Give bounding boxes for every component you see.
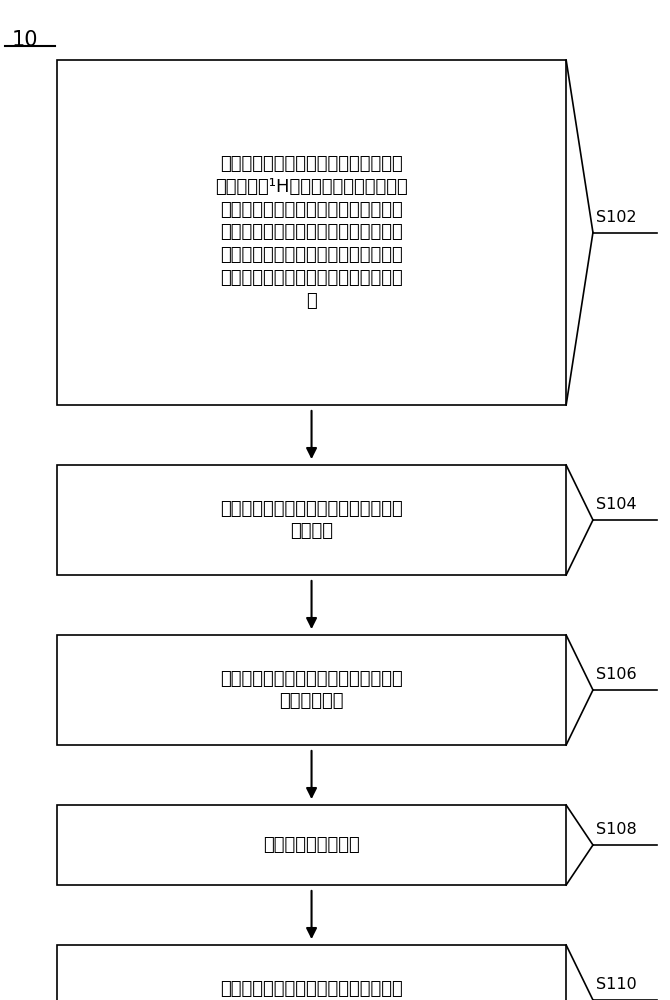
Text: S108: S108 — [596, 822, 637, 837]
Text: S106: S106 — [596, 667, 637, 682]
Text: 获取散射中子的信息: 获取散射中子的信息 — [263, 836, 360, 854]
Text: 获取电子在电场作用下到达预定位置的
响应信号: 获取电子在电场作用下到达预定位置的 响应信号 — [220, 500, 403, 540]
Text: 使快中子入射到探测器中，从而快中子
与探测器中¹H原子核发生一次弹性散射
，其中一次弹性散射产生散射中子和反
冲质子，散射中子在探测器中发生二次
作用，反冲质子: 使快中子入射到探测器中，从而快中子 与探测器中¹H原子核发生一次弹性散射 ，其中… — [215, 155, 408, 310]
Text: 通过散射中子的信息、电子的漂移时间
、坐标以及数量，进行快中子的成像: 通过散射中子的信息、电子的漂移时间 、坐标以及数量，进行快中子的成像 — [220, 980, 403, 1000]
Bar — [57, 635, 566, 745]
Text: S104: S104 — [596, 497, 637, 512]
Text: S102: S102 — [596, 210, 637, 225]
Text: S110: S110 — [596, 977, 637, 992]
Bar — [57, 60, 566, 405]
Bar — [57, 805, 566, 885]
Text: 通过响应信号，获取电子的漂移时间、
坐标以及数量: 通过响应信号，获取电子的漂移时间、 坐标以及数量 — [220, 670, 403, 710]
Bar — [57, 465, 566, 575]
Bar — [57, 945, 566, 1000]
Text: 10: 10 — [12, 30, 39, 50]
